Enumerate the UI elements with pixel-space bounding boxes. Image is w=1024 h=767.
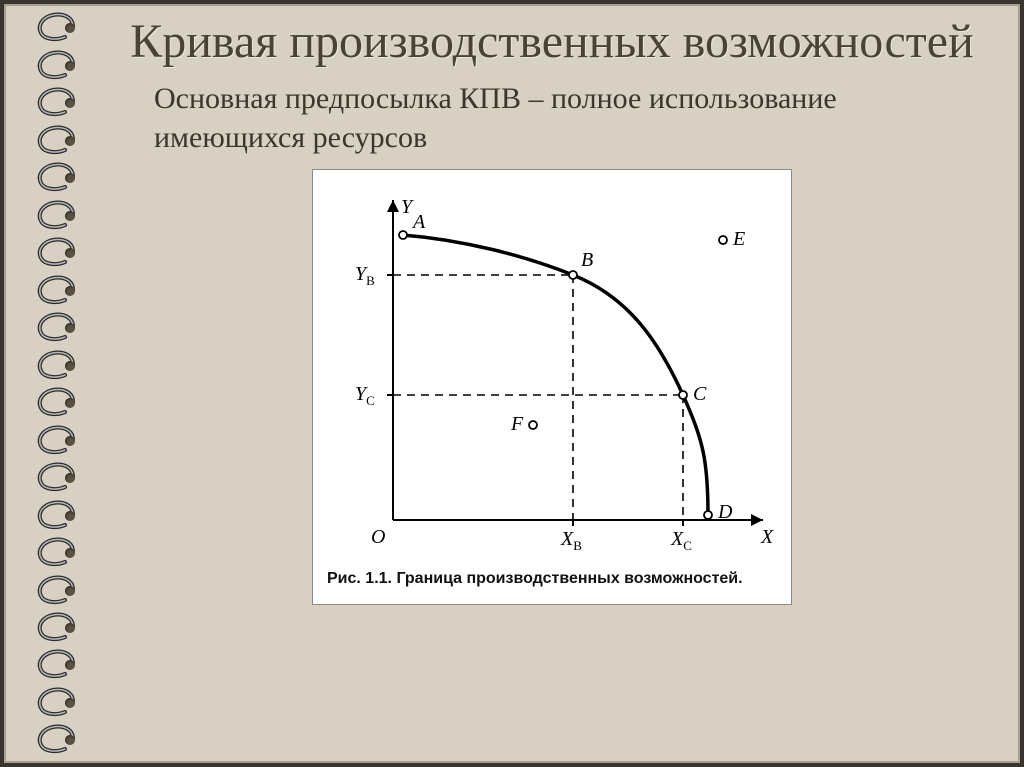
point-label-b: B	[581, 249, 593, 272]
axis-label-y: Y	[401, 196, 412, 219]
spiral-ring	[41, 126, 77, 154]
spiral-ring	[41, 238, 77, 266]
figure-caption: Рис. 1.1. Граница производственных возмо…	[323, 560, 781, 590]
spiral-ring	[41, 650, 77, 678]
outer-frame: Кривая производственных возможностей Осн…	[0, 0, 1024, 767]
spiral-ring	[41, 538, 77, 566]
spiral-ring	[41, 276, 77, 304]
chart-svg	[323, 180, 783, 560]
tick-label-yc: YC	[355, 383, 375, 409]
caption-lead: Рис. 1.1.	[327, 570, 392, 587]
spiral-ring	[41, 51, 77, 79]
spiral-ring	[41, 163, 77, 191]
spiral-ring	[41, 725, 77, 753]
point-label-e: E	[733, 228, 745, 251]
spiral-ring	[41, 613, 77, 641]
spiral-binding	[34, 4, 84, 763]
spiral-ring	[41, 688, 77, 716]
slide-content: Кривая производственных возможностей Осн…	[114, 9, 990, 758]
point-label-a: A	[413, 211, 425, 234]
spiral-ring	[41, 313, 77, 341]
axis-label-x: X	[761, 526, 773, 549]
tick-label-xb: XB	[561, 528, 582, 554]
tick-label-yb: YB	[355, 263, 375, 289]
slide-background: Кривая производственных возможностей Осн…	[4, 4, 1020, 763]
slide-subtitle: Основная предпосылка КПВ – полное исполь…	[154, 79, 950, 157]
point-label-d: D	[718, 501, 732, 524]
caption-text: Граница производственных возможностей.	[396, 570, 742, 587]
spiral-ring	[41, 576, 77, 604]
spiral-ring	[41, 351, 77, 379]
spiral-ring	[41, 88, 77, 116]
point-label-c: C	[693, 383, 706, 406]
spiral-ring	[41, 501, 77, 529]
slide-title: Кривая производственных возможностей	[114, 14, 990, 69]
origin-label: O	[371, 526, 385, 549]
spiral-ring	[41, 426, 77, 454]
figure: Y X O A B C D E F YB YC XB XC Рис. 1.1. Граница прои…	[312, 169, 792, 605]
ppf-chart: Y X O A B C D E F YB YC XB XC	[323, 180, 783, 560]
spiral-ring	[41, 201, 77, 229]
spiral-ring	[41, 463, 77, 491]
figure-container: Y X O A B C D E F YB YC XB XC Рис. 1.1. Граница прои…	[114, 169, 990, 605]
point-label-f: F	[511, 413, 523, 436]
tick-label-xc: XC	[671, 528, 692, 554]
spiral-ring	[41, 388, 77, 416]
spiral-ring	[41, 13, 77, 41]
